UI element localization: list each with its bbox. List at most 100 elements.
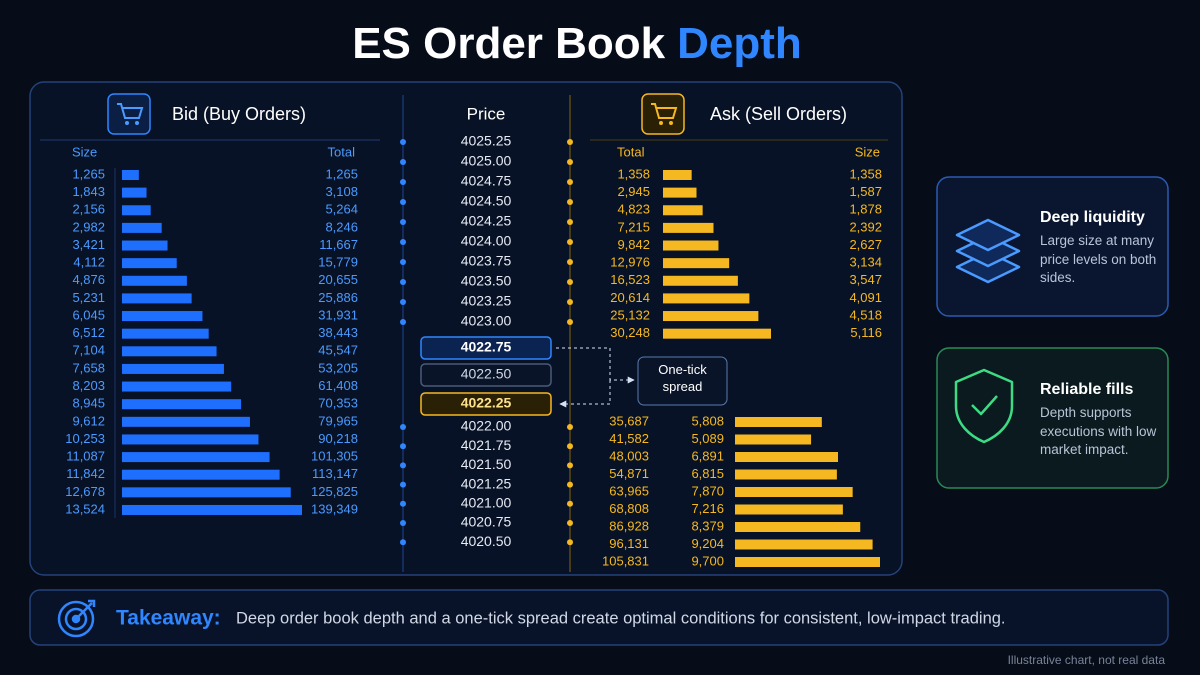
card-text: Depth supports executions with low marke… — [1040, 405, 1157, 457]
price-level: 4022.25 — [461, 395, 512, 411]
ask-total: 1,358 — [617, 166, 650, 181]
ask-dot — [567, 159, 573, 165]
ask-dot — [567, 319, 573, 325]
bid-size: 1,843 — [72, 184, 105, 199]
ask-col-size: Size — [855, 144, 880, 159]
bid-size: 4,876 — [72, 272, 105, 287]
ask-total: 7,215 — [617, 219, 650, 234]
ask-size: 3,134 — [849, 255, 882, 270]
ask-col-total: Total — [617, 144, 645, 159]
layers-icon — [955, 218, 1021, 284]
title-accent: Depth — [677, 19, 802, 68]
bid-bar — [122, 311, 203, 322]
ask-bar — [735, 539, 873, 550]
bid-bar — [122, 258, 177, 269]
ask-bar — [735, 469, 837, 480]
spread-label: One-tick spread — [658, 362, 707, 394]
ask-bar — [735, 434, 812, 445]
price-level: 4024.50 — [461, 193, 512, 209]
bid-bar — [122, 399, 242, 410]
card-title: Deep liquidity — [1040, 209, 1145, 226]
price-level: 4023.75 — [461, 253, 512, 269]
bid-dot — [400, 179, 406, 185]
bid-bar — [122, 381, 232, 392]
ask-dot — [567, 539, 573, 546]
ask-total: 48,003 — [609, 448, 649, 463]
price-level: 4021.75 — [461, 437, 512, 453]
bid-size: 8,945 — [72, 396, 105, 411]
title: ES Order Book Depth — [352, 19, 802, 68]
bid-total: 8,246 — [325, 219, 358, 234]
bid-bar — [122, 452, 270, 463]
bid-bar — [122, 363, 224, 374]
spread-label-box: One-tick spread — [658, 362, 707, 394]
ask-size: 5,116 — [850, 325, 882, 340]
price-heading: Price — [467, 104, 506, 123]
bid-total: 70,353 — [318, 396, 358, 411]
bid-dot — [400, 424, 406, 430]
ask-total: 68,808 — [609, 501, 649, 516]
bid-total: 25,886 — [318, 290, 358, 305]
ask-bar — [663, 170, 692, 180]
bid-size: 9,612 — [72, 413, 105, 428]
ask-bar — [663, 205, 703, 216]
ask-size: 1,358 — [849, 166, 882, 181]
takeaway-text: Deep order book depth and a one-tick spr… — [236, 609, 1006, 627]
spread-box — [637, 356, 728, 406]
ask-size: 2,627 — [849, 237, 882, 252]
bid-bar — [122, 187, 147, 198]
takeaway-label: Takeaway: — [116, 607, 221, 630]
title-main: ES Order Book — [352, 19, 665, 68]
price-level: 4022.50 — [461, 366, 512, 382]
ask-bar — [735, 504, 843, 515]
bid-bar — [122, 469, 280, 480]
ask-icon — [641, 93, 685, 135]
bid-dot — [400, 199, 406, 205]
bid-total: 31,931 — [318, 307, 358, 322]
bid-bar — [122, 205, 151, 216]
ask-total: 54,871 — [609, 466, 649, 481]
bid-total: 139,349 — [311, 501, 358, 516]
bid-size: 3,421 — [72, 237, 105, 252]
book-panel — [29, 81, 903, 576]
ask-total: 25,132 — [610, 307, 650, 322]
ask-total: 2,945 — [617, 184, 650, 199]
ask-total: 86,928 — [609, 518, 649, 533]
footnote: Illustrative chart, not real data — [1008, 653, 1166, 667]
ask-total: 12,976 — [610, 255, 650, 270]
ask-bar — [735, 452, 839, 462]
price-level: 4020.50 — [461, 533, 512, 549]
bid-bar — [122, 434, 259, 445]
bid-bar — [122, 487, 291, 498]
bid-size: 2,156 — [72, 202, 105, 217]
bid-dot — [400, 239, 406, 245]
card-title: Reliable fills — [1040, 381, 1133, 398]
ask-dot — [567, 239, 573, 245]
ask-size: 9,204 — [691, 536, 724, 551]
bid-total: 113,147 — [312, 466, 358, 481]
bid-total: 53,205 — [318, 360, 358, 375]
ask-size: 8,379 — [691, 518, 724, 533]
bid-dot — [400, 139, 406, 145]
spread-arrow — [559, 380, 611, 408]
ask-bar — [663, 328, 771, 339]
bid-size: 1,265 — [72, 166, 105, 181]
bid-total: 15,779 — [318, 255, 358, 270]
bid-dot — [400, 520, 406, 526]
ask-size: 4,091 — [849, 290, 882, 305]
bid-col-total: Total — [328, 144, 356, 159]
ask-total: 16,523 — [610, 272, 650, 287]
price-highlight — [420, 336, 552, 360]
ask-size: 6,891 — [691, 448, 724, 463]
bid-dot — [400, 319, 406, 325]
ask-total: 41,582 — [609, 431, 649, 446]
bid-total: 3,108 — [325, 184, 358, 199]
bid-heading: Bid (Buy Orders) — [172, 104, 306, 124]
bid-dot — [400, 443, 406, 450]
price-level: 4021.50 — [461, 456, 512, 472]
ask-heading: Ask (Sell Orders) — [710, 104, 847, 124]
bid-total: 38,443 — [318, 325, 358, 340]
bid-bar — [122, 328, 209, 339]
ask-dot — [567, 139, 573, 145]
